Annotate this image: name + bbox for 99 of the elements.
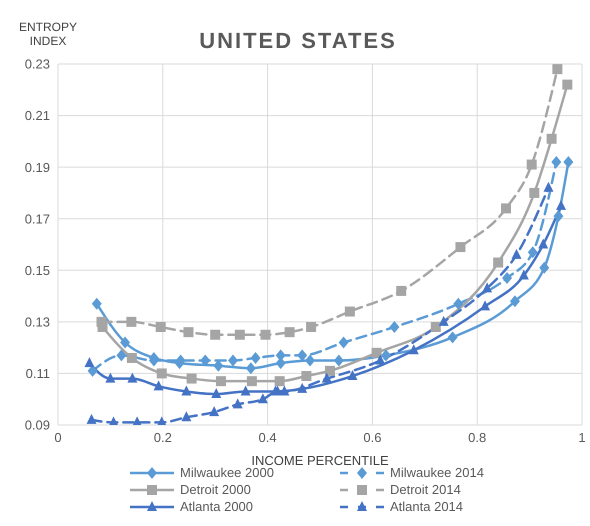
point — [482, 282, 492, 292]
point — [86, 414, 97, 424]
point — [156, 368, 167, 378]
x-tick-label: 1 — [578, 430, 586, 446]
point — [105, 372, 116, 383]
point — [260, 330, 271, 340]
point — [480, 300, 490, 310]
point — [232, 398, 243, 408]
point — [538, 238, 548, 248]
point — [539, 262, 550, 274]
point — [126, 352, 137, 363]
y-tick-label: 0.15 — [24, 262, 50, 278]
point — [381, 349, 392, 362]
legend-label: Atlanta 2014 — [390, 499, 464, 514]
point — [126, 316, 136, 327]
y-tick-label: 0.17 — [24, 211, 50, 226]
point — [438, 316, 449, 326]
point — [84, 357, 94, 368]
y-tick-label: 0.23 — [24, 56, 50, 72]
point — [389, 321, 400, 334]
point — [209, 406, 220, 416]
point — [529, 188, 540, 198]
chart-title: UNITED STATES — [199, 28, 397, 53]
point — [551, 156, 562, 168]
point — [344, 306, 355, 317]
point — [301, 371, 312, 382]
point — [96, 316, 106, 327]
point — [324, 366, 335, 376]
point — [396, 286, 406, 296]
point — [250, 352, 261, 364]
point — [240, 385, 251, 396]
point — [430, 322, 441, 332]
y-tick-label: 0.21 — [24, 108, 50, 124]
point — [552, 64, 562, 74]
point — [510, 295, 520, 308]
point — [553, 210, 564, 222]
x-tick-label: 0.8 — [468, 430, 486, 446]
point — [274, 376, 285, 386]
point — [156, 322, 166, 332]
y-tick-label: 0.09 — [24, 418, 50, 433]
point — [211, 388, 222, 398]
point — [347, 370, 358, 380]
point — [154, 380, 164, 390]
x-tick-label: 0.4 — [258, 430, 277, 446]
point — [305, 354, 316, 367]
point — [543, 182, 554, 192]
x-axis-title: INCOME PERCENTILE — [251, 453, 389, 468]
point — [546, 134, 557, 144]
point — [127, 372, 138, 383]
point — [453, 298, 464, 310]
point — [258, 393, 268, 404]
point — [338, 336, 349, 348]
point — [234, 330, 245, 340]
point — [297, 382, 308, 393]
point — [501, 203, 512, 214]
point — [455, 242, 466, 252]
point — [526, 160, 537, 170]
point — [183, 327, 194, 338]
point — [210, 330, 220, 340]
point — [116, 349, 126, 362]
point — [372, 348, 382, 358]
point — [322, 372, 332, 383]
legend-label: Detroit 2000 — [180, 482, 251, 497]
point — [181, 385, 192, 396]
point — [375, 354, 386, 365]
point — [216, 376, 226, 386]
x-tick-label: 0.2 — [154, 430, 172, 446]
legend-label: Detroit 2014 — [390, 482, 461, 497]
point — [284, 327, 295, 338]
point — [306, 322, 316, 332]
point — [120, 336, 130, 348]
point — [408, 344, 419, 354]
point — [518, 269, 529, 280]
point — [512, 248, 522, 259]
point — [528, 246, 538, 258]
legend-label: Atlanta 2000 — [180, 499, 254, 514]
y-tick-label: 0.11 — [26, 366, 50, 382]
point — [246, 376, 257, 386]
point — [448, 331, 458, 344]
point — [493, 258, 504, 268]
point — [334, 354, 344, 367]
point — [556, 200, 566, 210]
point — [200, 354, 210, 367]
point — [228, 354, 238, 367]
legend-label: Milwaukee 2014 — [390, 465, 484, 480]
x-tick-label: 0 — [54, 430, 62, 446]
point — [92, 298, 102, 310]
point — [562, 80, 572, 90]
x-tick-label: 0.6 — [363, 430, 382, 446]
y-tick-label: 0.13 — [24, 314, 50, 330]
point — [502, 272, 512, 284]
y-tick-label: 0.19 — [24, 160, 50, 175]
legend-label: Milwaukee 2000 — [180, 465, 274, 480]
point — [186, 374, 197, 384]
point — [563, 156, 574, 168]
point — [246, 362, 256, 374]
y-axis-title: ENTROPY INDEX — [18, 20, 78, 48]
point — [181, 411, 192, 422]
point — [297, 349, 308, 362]
